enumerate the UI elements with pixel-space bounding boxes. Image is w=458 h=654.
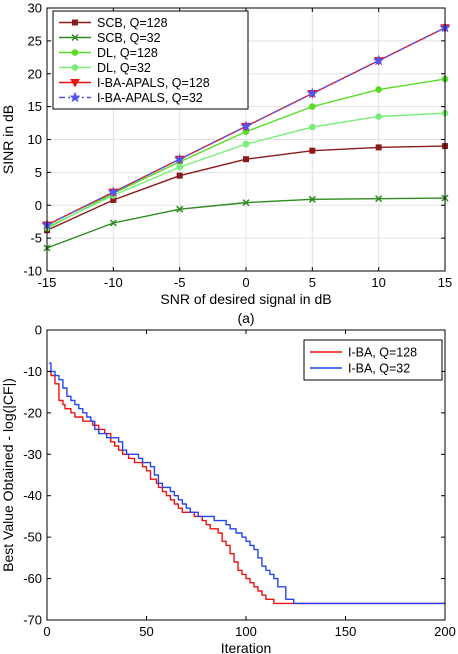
data-point-3-2 xyxy=(176,163,183,171)
x-tick-label: 10 xyxy=(371,275,385,290)
y-axis-label: Best Value Obtained - log(|CF|) xyxy=(0,378,16,572)
x-axis-label: Iteration xyxy=(221,640,272,654)
data-point-0-5 xyxy=(375,144,382,151)
x-axis-label: SNR of desired signal in dB xyxy=(160,291,331,307)
legend-label-1: SCB, Q=32 xyxy=(97,31,161,45)
y-tick-label: 15 xyxy=(28,99,42,114)
y-tick-label: 0 xyxy=(35,323,42,338)
legend-label-2: DL, Q=128 xyxy=(97,46,158,60)
legend-marker-2 xyxy=(71,49,79,56)
legend-marker-0 xyxy=(72,19,78,26)
x-tick-label: 0 xyxy=(43,624,50,639)
legend-label-0: SCB, Q=128 xyxy=(97,16,168,30)
y-tick-label: -20 xyxy=(23,405,42,420)
y-tick-label: -50 xyxy=(23,530,42,545)
x-tick-label: 100 xyxy=(235,624,257,639)
data-point-3-3 xyxy=(242,140,250,148)
y-tick-label: -30 xyxy=(23,447,42,462)
legend-label-3: DL, Q=32 xyxy=(97,61,151,75)
legend-label-4: I-BA-APALS, Q=128 xyxy=(97,76,210,90)
chart-b: 0 50 100 150 200 -70 -60 -50 -40 -30 -20 -10 0 Iterat… xyxy=(0,323,456,654)
data-point-1-4 xyxy=(308,195,316,203)
legend-box xyxy=(52,10,249,110)
y-tick-label: 10 xyxy=(28,132,42,147)
x-tick-label: 5 xyxy=(309,275,316,290)
y-tick-label: 0 xyxy=(35,198,42,213)
data-point-3-5 xyxy=(375,113,382,120)
x-tick-label: -5 xyxy=(174,275,186,290)
x-tick-label: 50 xyxy=(139,624,153,639)
y-tick-label: -70 xyxy=(23,613,42,628)
data-point-2-4 xyxy=(309,103,316,110)
legend-label-5: I-BA-APALS, Q=32 xyxy=(97,91,203,105)
series-line-1 xyxy=(48,362,445,605)
x-tick-label: 0 xyxy=(242,275,249,290)
legend-marker-4 xyxy=(70,79,80,88)
y-tick-label: 25 xyxy=(28,33,42,48)
data-point-0-4 xyxy=(309,147,316,154)
legend-marker-3 xyxy=(71,64,79,71)
data-point-5-1 xyxy=(107,186,119,197)
legend-label-0: I-BA, Q=128 xyxy=(348,346,417,360)
data-point-1-2 xyxy=(176,205,184,213)
y-tick-label: 20 xyxy=(28,66,42,81)
series-line-0 xyxy=(48,370,445,605)
x-tick-label: -15 xyxy=(38,275,57,290)
data-point-0-2 xyxy=(176,172,183,179)
data-point-5-3 xyxy=(240,120,252,132)
x-tick-label: 150 xyxy=(335,624,357,639)
y-tick-label: -40 xyxy=(23,488,42,503)
data-point-1-3 xyxy=(242,199,250,207)
x-tick-label: 15 xyxy=(438,275,452,290)
legend-marker-1 xyxy=(71,33,79,42)
y-tick-label: -60 xyxy=(23,571,42,586)
data-point-2-5 xyxy=(375,86,382,93)
data-point-3-4 xyxy=(309,123,316,131)
y-tick-label: 30 xyxy=(28,1,42,16)
x-tick-label: -10 xyxy=(104,275,123,290)
data-point-0-3 xyxy=(243,156,249,163)
y-axis-label: SINR in dB xyxy=(0,105,16,174)
y-tick-label: 5 xyxy=(35,165,42,180)
data-point-5-5 xyxy=(373,54,385,66)
legend-box xyxy=(303,339,443,381)
data-point-5-2 xyxy=(174,153,186,165)
caption: (a) xyxy=(237,310,254,326)
data-point-5-4 xyxy=(306,87,318,99)
y-tick-label: -10 xyxy=(23,264,42,279)
y-tick-label: -10 xyxy=(23,364,42,379)
y-tick-label: -5 xyxy=(30,231,42,246)
legend-marker-5 xyxy=(69,91,81,103)
legend-label-1: I-BA, Q=32 xyxy=(348,362,410,376)
data-point-1-1 xyxy=(109,219,117,227)
x-tick-label: 200 xyxy=(434,624,456,639)
data-point-1-5 xyxy=(375,195,383,203)
